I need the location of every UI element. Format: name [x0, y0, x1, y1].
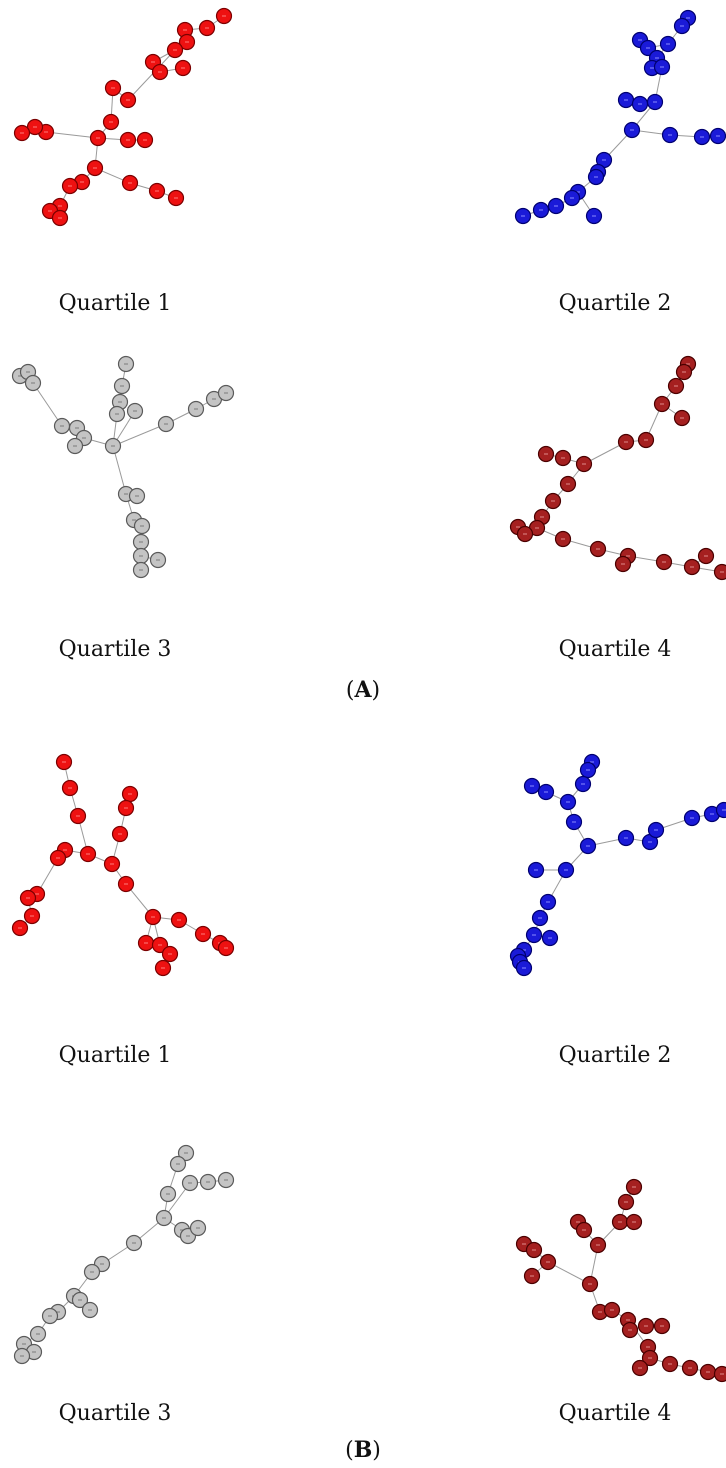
- caption-b-quartile-1: Quartile 1: [59, 1043, 172, 1068]
- network-b-4: [515, 1178, 726, 1383]
- panel-label-b: (B): [345, 1437, 381, 1463]
- graph-edge: [112, 423, 167, 447]
- graph-edge: [127, 49, 176, 101]
- graph-edge: [112, 445, 127, 495]
- panel-label-a: (A): [346, 677, 380, 703]
- caption-a-quartile-3: Quartile 3: [59, 637, 172, 662]
- panel-letter-b: B: [354, 1437, 373, 1463]
- caption-a-quartile-1: Quartile 1: [59, 291, 172, 316]
- graph-edge: [45, 131, 99, 139]
- graph-edge: [32, 382, 63, 427]
- network-b-1: [11, 753, 235, 977]
- graph-node: [715, 801, 726, 819]
- network-a-1: [13, 7, 233, 227]
- caption-b-quartile-3: Quartile 3: [59, 1401, 172, 1426]
- network-graphs: [11, 7, 726, 1383]
- network-b-3: [13, 1144, 235, 1365]
- network-a-3: [11, 355, 235, 579]
- network-a-4: [509, 355, 726, 581]
- panel-letter-a: A: [353, 677, 372, 703]
- caption-b-quartile-4: Quartile 4: [559, 1401, 672, 1426]
- network-a-2: [514, 9, 726, 225]
- caption-b-quartile-2: Quartile 2: [559, 1043, 672, 1068]
- network-b-2: [509, 753, 726, 977]
- caption-a-quartile-4: Quartile 4: [559, 637, 672, 662]
- caption-a-quartile-2: Quartile 2: [559, 291, 672, 316]
